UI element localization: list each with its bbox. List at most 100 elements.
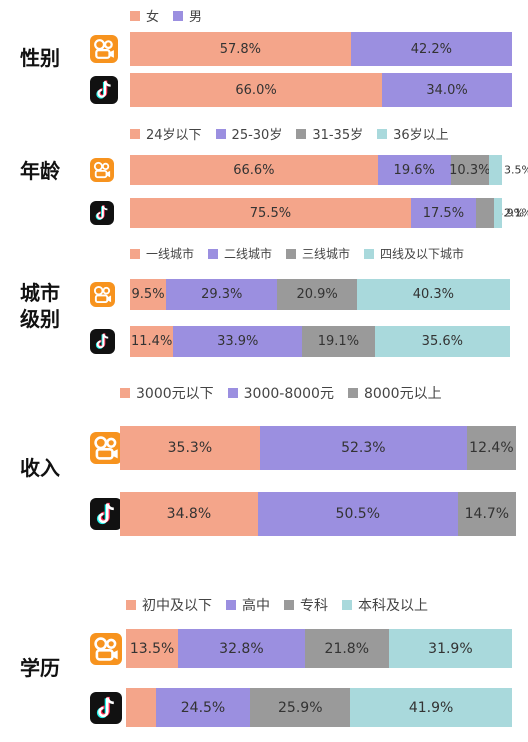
legend-label: 四线及以下城市 (380, 247, 465, 261)
kuaishou-app-icon (90, 432, 122, 464)
bar-segment: 14.7% (457, 492, 516, 536)
bar-segment: 12.4% (466, 426, 516, 470)
data-label: 35.6% (421, 334, 463, 349)
legend-label: 24岁以下 (146, 128, 202, 143)
legend-label: 25-30岁 (231, 128, 283, 143)
data-label: 20.9% (296, 287, 338, 302)
legend-label: 二线城市 (224, 247, 273, 261)
data-label: 14.7% (464, 506, 510, 522)
bar-segment: 13.5% (126, 629, 179, 668)
legend-label: 一线城市 (146, 247, 195, 261)
legend-entry: 3000元以下 (120, 383, 214, 403)
legend-label: 女 (146, 10, 160, 25)
data-label: 41.9% (408, 699, 454, 716)
data-label: 33.9% (217, 334, 259, 349)
douyin-app-icon (90, 76, 118, 104)
bar-segment: 35.3% (120, 426, 260, 470)
legend-swatch (173, 10, 184, 21)
bar-segment: 2.1% (494, 198, 528, 228)
bar-segment: 42.2% (350, 32, 512, 66)
bar-segment: 11.4% (130, 326, 174, 357)
legend-entry: 男 (173, 6, 202, 25)
data-label: 34.8% (166, 506, 212, 522)
bar-segment: 35.6% (374, 326, 510, 357)
legend-label: 本科及以上 (358, 598, 428, 614)
stacked-bar: 75.5% 17.5% 4.9%2.1% (130, 198, 528, 228)
bar-segment: 57.8% (130, 32, 351, 66)
data-label: 19.1% (317, 334, 360, 349)
kuaishou-app-icon (90, 282, 115, 307)
legend: 女男 (130, 6, 216, 25)
data-label: 31.9% (428, 640, 473, 657)
legend-entry: 三线城市 (286, 245, 350, 262)
douyin-app-icon (90, 691, 122, 724)
bar-segment: 4.9% (475, 198, 524, 228)
legend-entry: 36岁以上 (377, 124, 449, 143)
legend: 24岁以下 25-30岁 31-35岁 36岁以上 (130, 124, 463, 143)
bar-segment: 19.1% (302, 326, 375, 357)
data-label: 75.5% (249, 205, 292, 221)
data-label: 34.0% (426, 82, 468, 98)
legend-swatch (296, 128, 307, 139)
legend-swatch (126, 600, 136, 610)
legend-entry: 一线城市 (130, 245, 194, 262)
legend-entry: 女 (130, 6, 159, 25)
group-label: 性别 (20, 46, 60, 70)
data-label: 4.9% (496, 206, 525, 220)
kuaishou-app-icon (90, 632, 122, 665)
data-label: 50.5% (335, 506, 381, 522)
data-label: 17.5% (422, 205, 465, 221)
legend-entry: 专科 (284, 595, 328, 615)
stacked-bar: 34.8% 50.5% 14.7% (120, 492, 516, 536)
douyin-app-icon (90, 498, 122, 530)
legend-label: 31-35岁 (312, 128, 364, 143)
data-label: 29.3% (201, 287, 243, 302)
data-label: 11.4% (131, 334, 173, 349)
stacked-bar: 35.3% 52.3% 12.4% (120, 426, 516, 470)
legend-swatch (286, 248, 297, 259)
legend-swatch (130, 128, 140, 139)
legend-label: 36岁以上 (393, 128, 449, 143)
stacked-bar: 11.4% 33.9% 19.1% 35.6% (130, 326, 510, 357)
bar-segment: 25.9% (250, 688, 351, 727)
data-label: 10.3% (449, 162, 491, 178)
bar-segment: 41.9% (350, 688, 512, 727)
legend-label: 3000元以下 (136, 386, 214, 402)
bar-segment: 66.0% (130, 73, 383, 107)
bar-segment: 3.5% (488, 155, 528, 185)
legend-entry: 初中及以下 (126, 595, 212, 615)
bar-segment: 32.8% (178, 629, 305, 668)
legend-swatch (120, 388, 130, 398)
bar-segment: 66.6% (130, 155, 378, 185)
bar-segment: 20.9% (277, 279, 357, 310)
data-label: 25.9% (278, 699, 323, 716)
legend-swatch (130, 248, 140, 259)
legend: 3000元以下 3000-8000元 8000元以上 (120, 383, 456, 403)
data-label: 52.3% (341, 440, 386, 456)
legend-entry: 高中 (226, 595, 270, 615)
douyin-app-icon (90, 201, 114, 225)
legend-swatch (342, 600, 352, 610)
bar-segment: 21.8% (304, 629, 389, 668)
douyin-app-icon (90, 329, 115, 354)
legend-entry: 四线及以下城市 (364, 245, 464, 262)
kuaishou-app-icon (90, 158, 114, 182)
legend-label: 男 (189, 10, 203, 25)
data-label: 42.2% (410, 41, 453, 57)
legend-entry: 24岁以下 (130, 124, 202, 143)
legend-entry: 8000元以上 (347, 383, 442, 403)
stacked-bar: 13.5% 32.8% 21.8% 31.9% (126, 629, 512, 668)
legend-swatch (347, 388, 358, 398)
bar-segment: 19.6% (377, 155, 451, 185)
legend-label: 三线城市 (302, 247, 351, 261)
bar-segment: 34.8% (120, 492, 258, 536)
legend-swatch (364, 248, 375, 259)
group-label: 收入 (20, 456, 60, 480)
data-label: 57.8% (219, 41, 262, 57)
legend-swatch (215, 128, 226, 139)
bar-segment: 7.7% (126, 688, 186, 727)
bar-segment: 75.5% (130, 198, 411, 228)
data-label: 24.5% (180, 699, 226, 716)
legend-label: 初中及以下 (142, 598, 212, 614)
data-label: 12.4% (469, 440, 514, 456)
